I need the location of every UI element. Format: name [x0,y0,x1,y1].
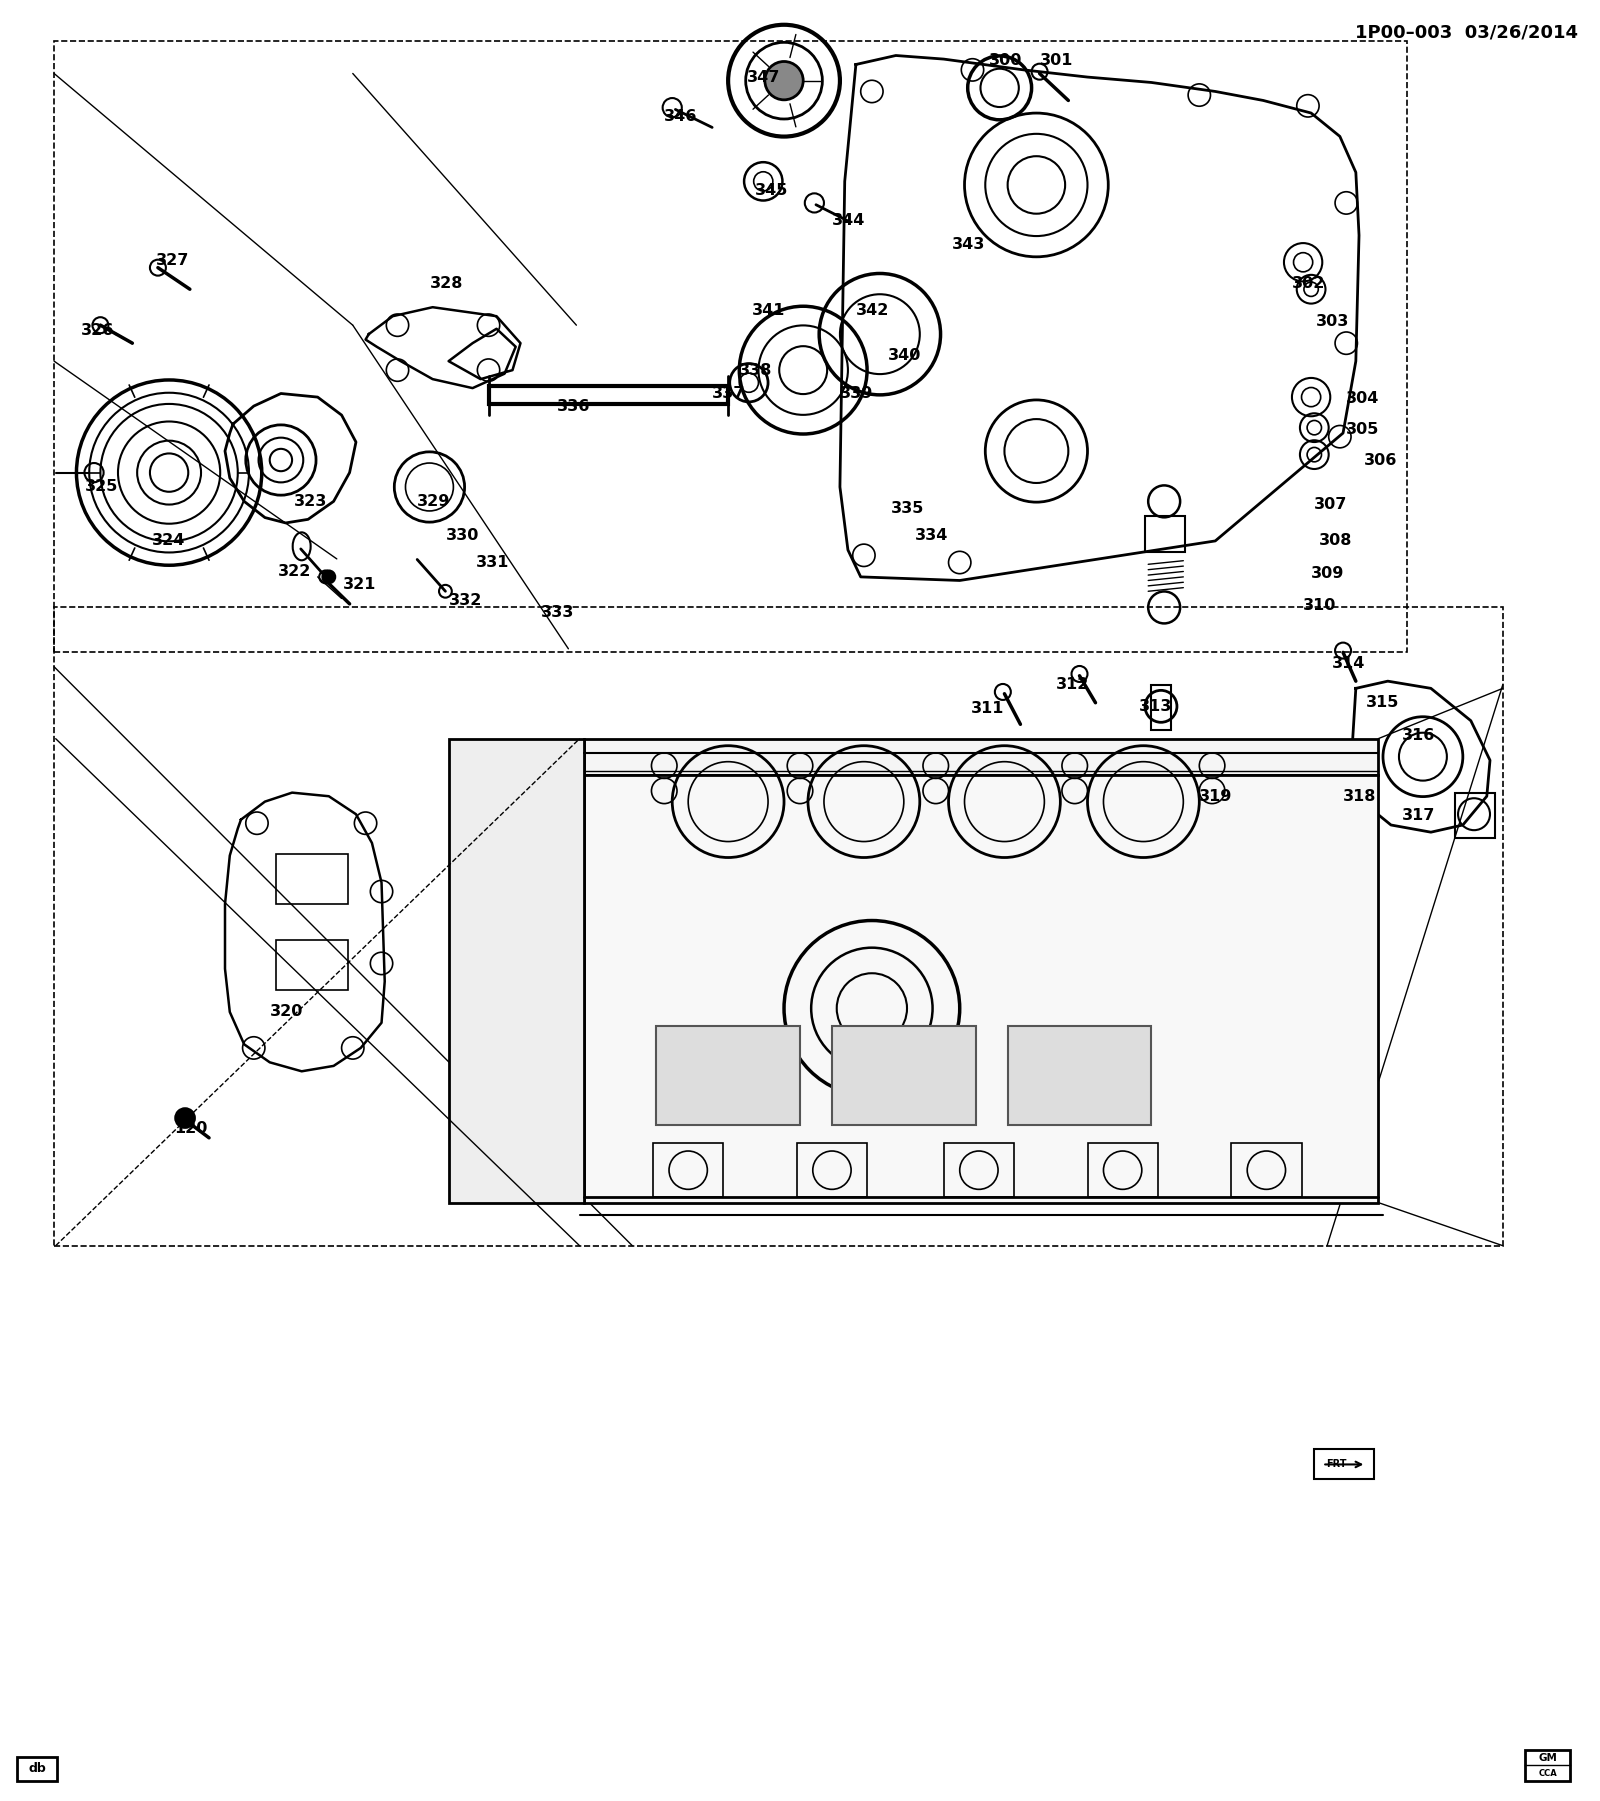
Bar [54,41,1406,652]
Text: 312: 312 [1056,677,1090,692]
Text: db: db [29,1763,46,1776]
Bar [18,1756,58,1781]
Text: 315: 315 [1365,695,1398,710]
Text: 1P00–003  03/26/2014: 1P00–003 03/26/2014 [1355,23,1578,41]
Text: 338: 338 [739,362,773,378]
Text: FRT: FRT [1326,1459,1347,1470]
Bar [277,940,347,991]
Circle shape [176,1108,195,1127]
Text: 347: 347 [747,70,781,85]
Bar [1146,515,1186,551]
Polygon shape [584,774,1378,1203]
Text: 120: 120 [174,1122,208,1136]
Text: 346: 346 [664,110,698,124]
Bar [797,1144,867,1198]
Text: 339: 339 [840,385,874,402]
Bar [1525,1749,1570,1781]
Text: 303: 303 [1315,313,1349,330]
Text: 336: 336 [557,398,590,414]
Bar [1314,1450,1374,1479]
Text: 341: 341 [752,303,786,319]
Polygon shape [448,738,584,1203]
Text: 334: 334 [915,528,949,544]
Text: 331: 331 [475,555,509,569]
Bar [54,607,1502,1246]
Bar [1152,684,1171,729]
Text: 325: 325 [85,479,118,495]
Text: 327: 327 [157,252,190,268]
Text: 311: 311 [971,701,1005,715]
Circle shape [765,61,803,99]
Text: 337: 337 [712,385,746,402]
Bar [944,1144,1014,1198]
Text: 309: 309 [1310,566,1344,580]
Text: 345: 345 [755,184,789,198]
Text: GM: GM [1538,1754,1557,1763]
Text: 313: 313 [1139,699,1171,713]
Text: 302: 302 [1291,276,1325,292]
Text: 316: 316 [1402,728,1435,742]
Text: 344: 344 [832,213,866,229]
Text: 307: 307 [1314,497,1347,513]
Bar [656,1027,800,1126]
Text: 340: 340 [888,348,922,364]
Text: 330: 330 [445,528,478,544]
Text: 317: 317 [1402,809,1435,823]
Polygon shape [584,738,1378,774]
Text: 323: 323 [294,493,326,510]
Text: 319: 319 [1200,789,1232,803]
Text: 343: 343 [952,236,986,252]
Text: 333: 333 [541,605,574,620]
Text: 322: 322 [278,564,310,578]
Text: 342: 342 [856,303,890,319]
Text: 335: 335 [891,501,925,517]
Text: 314: 314 [1331,656,1365,670]
Text: 306: 306 [1363,452,1397,468]
Text: 320: 320 [270,1005,302,1019]
Bar [1088,1144,1158,1198]
Text: 328: 328 [429,276,462,292]
Circle shape [323,571,336,584]
Bar [1454,792,1494,837]
Text: 321: 321 [342,576,376,591]
Bar [832,1027,976,1126]
Text: 324: 324 [152,533,186,549]
Bar [1232,1144,1301,1198]
Bar [653,1144,723,1198]
Text: 318: 318 [1342,789,1376,803]
Text: 304: 304 [1346,391,1379,407]
Bar [277,854,347,904]
Text: 301: 301 [1040,54,1074,68]
Text: 308: 308 [1318,533,1352,549]
Text: CCA: CCA [1538,1769,1557,1778]
Text: 332: 332 [448,593,482,607]
Text: 300: 300 [989,54,1022,68]
Text: 326: 326 [82,322,115,339]
Text: 305: 305 [1346,421,1379,438]
Bar [1008,1027,1152,1126]
Text: 310: 310 [1302,598,1336,612]
Text: 329: 329 [416,493,450,510]
Bar [488,385,728,403]
